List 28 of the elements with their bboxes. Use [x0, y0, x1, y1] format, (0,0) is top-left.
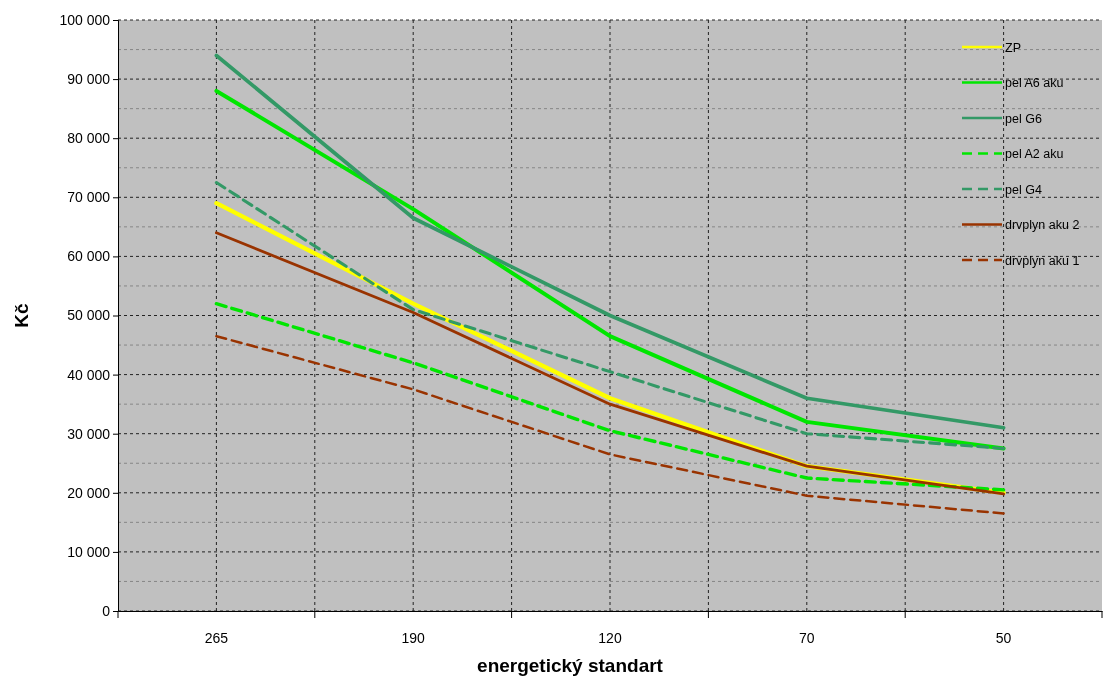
y-tick-label: 40 000 — [67, 366, 111, 383]
y-tick-label: 90 000 — [67, 71, 111, 88]
legend-label: pel A6 aku — [1005, 76, 1064, 90]
legend-label: drvplyn aku 2 — [1005, 218, 1080, 232]
legend-label: drvplyn aku 1 — [1005, 253, 1080, 268]
y-tick-label: 70 000 — [67, 189, 111, 206]
y-tick-label: 80 000 — [67, 130, 111, 147]
x-tick-label: 70 — [799, 629, 815, 646]
y-tick-label: 50 000 — [67, 307, 111, 324]
legend-label: ZP — [1005, 40, 1021, 55]
legend-label: pel G6 — [1005, 111, 1042, 126]
x-tick-label: 265 — [204, 629, 229, 646]
y-tick-label: 60 000 — [67, 248, 111, 265]
y-tick-label: 30 000 — [67, 425, 111, 442]
y-tick-label: 100 000 — [59, 11, 111, 28]
legend-label: pel A2 aku — [1005, 147, 1064, 161]
y-tick-label: 0 — [102, 602, 111, 619]
x-tick-label: 190 — [401, 629, 426, 646]
y-tick-label: 20 000 — [67, 484, 111, 501]
line-series — [214, 301, 1006, 492]
x-tick-label: 50 — [995, 629, 1012, 646]
line-series — [215, 334, 1005, 515]
y-tick-label: 10 000 — [67, 543, 111, 560]
x-tick-label: 120 — [598, 629, 622, 646]
y-axis-title: Kč — [11, 302, 32, 328]
legend-label: pel G4 — [1005, 182, 1042, 197]
x-axis-title: energetický standart — [477, 655, 664, 676]
line-series — [214, 180, 1006, 451]
